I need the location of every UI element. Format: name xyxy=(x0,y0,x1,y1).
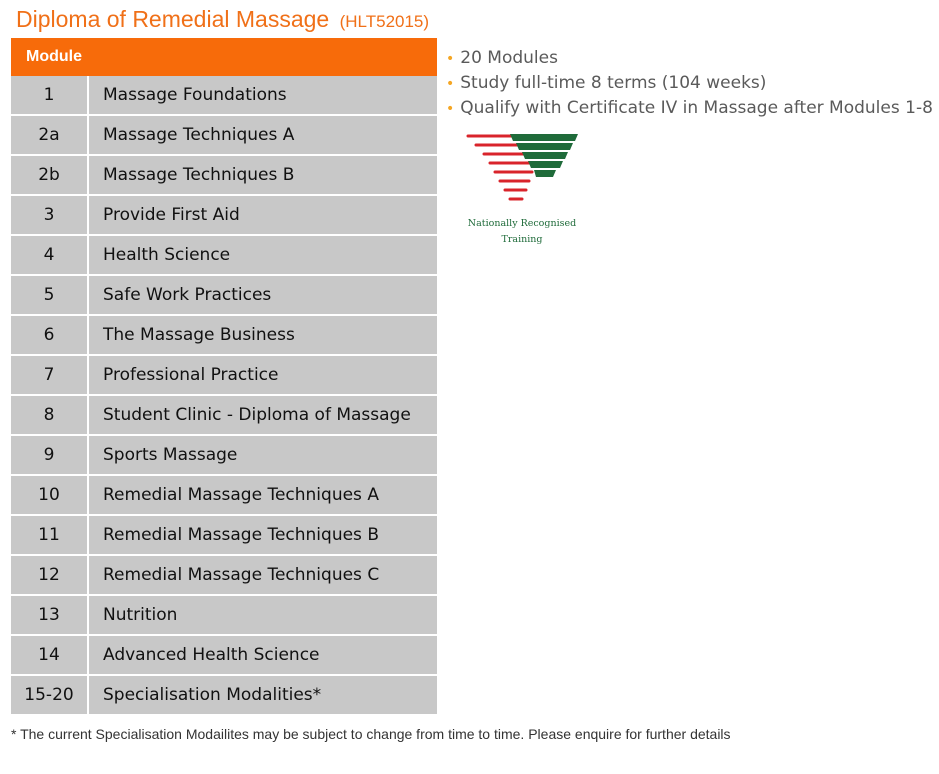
module-number: 2a xyxy=(11,115,89,156)
table-row: 6 The Massage Business xyxy=(11,315,437,356)
bullet-text: Qualify with Certificate IV in Massage a… xyxy=(460,98,933,118)
module-number: 8 xyxy=(11,395,89,436)
table-row: 5 Safe Work Practices xyxy=(11,275,437,316)
module-number: 13 xyxy=(11,595,89,636)
module-name: The Massage Business xyxy=(88,315,437,356)
module-number: 14 xyxy=(11,635,89,676)
table-row: 2a Massage Techniques A xyxy=(11,115,437,156)
module-number: 12 xyxy=(11,555,89,596)
module-number: 9 xyxy=(11,435,89,476)
module-name: Health Science xyxy=(88,235,437,276)
module-name: Professional Practice xyxy=(88,355,437,396)
module-number: 2b xyxy=(11,155,89,196)
bullet-item: • 20 Modules xyxy=(446,46,933,71)
module-number: 7 xyxy=(11,355,89,396)
nrt-logo-green-chevron-icon xyxy=(510,134,578,177)
module-name: Specialisation Modalities* xyxy=(88,675,437,716)
module-number: 6 xyxy=(11,315,89,356)
table-row: 9 Sports Massage xyxy=(11,435,437,476)
info-bullet-list: • 20 Modules • Study full-time 8 terms (10… xyxy=(446,46,933,121)
module-name: Provide First Aid xyxy=(88,195,437,236)
title-text: Diploma of Remedial Massage xyxy=(16,6,330,32)
module-name: Massage Foundations xyxy=(88,76,437,116)
bullet-text: 20 Modules xyxy=(460,48,558,68)
bullet-dot-icon: • xyxy=(446,76,455,92)
module-name: Remedial Massage Techniques B xyxy=(88,515,437,556)
table-row: 3 Provide First Aid xyxy=(11,195,437,236)
module-name: Remedial Massage Techniques C xyxy=(88,555,437,596)
module-column-header: Module xyxy=(11,38,437,76)
qualification-code: (HLT52015) xyxy=(339,12,430,31)
module-name: Nutrition xyxy=(88,595,437,636)
module-name: Remedial Massage Techniques A xyxy=(88,475,437,516)
module-number: 1 xyxy=(11,76,89,116)
table-row: 4 Health Science xyxy=(11,235,437,276)
module-name: Safe Work Practices xyxy=(88,275,437,316)
module-number: 11 xyxy=(11,515,89,556)
module-number: 15-20 xyxy=(11,675,89,716)
module-number: 4 xyxy=(11,235,89,276)
table-row: 2b Massage Techniques B xyxy=(11,155,437,196)
table-row: 14 Advanced Health Science xyxy=(11,635,437,676)
table-row: 7 Professional Practice xyxy=(11,355,437,396)
footnote: * The current Specialisation Modailites … xyxy=(11,726,731,742)
module-name: Massage Techniques A xyxy=(88,115,437,156)
bullet-item: • Study full-time 8 terms (104 weeks) xyxy=(446,71,933,96)
table-row: 8 Student Clinic - Diploma of Massage xyxy=(11,395,437,436)
module-name: Sports Massage xyxy=(88,435,437,476)
table-row: 13 Nutrition xyxy=(11,595,437,636)
table-row: 11 Remedial Massage Techniques B xyxy=(11,515,437,556)
nrt-logo-line1: Nationally Recognised xyxy=(468,218,576,229)
module-name: Student Clinic - Diploma of Massage xyxy=(88,395,437,436)
table-row: 1 Massage Foundations xyxy=(11,76,437,116)
module-name: Massage Techniques B xyxy=(88,155,437,196)
nrt-logo: Nationally Recognised Training xyxy=(466,134,578,245)
table-row: 12 Remedial Massage Techniques C xyxy=(11,555,437,596)
bullet-dot-icon: • xyxy=(446,101,455,117)
module-number: 3 xyxy=(11,195,89,236)
nrt-logo-line2: Training xyxy=(502,234,543,245)
page-title: Diploma of Remedial Massage (HLT52015) xyxy=(16,6,429,33)
module-number: 10 xyxy=(11,475,89,516)
table-row: 15-20 Specialisation Modalities* xyxy=(11,675,437,716)
module-name: Advanced Health Science xyxy=(88,635,437,676)
module-number: 5 xyxy=(11,275,89,316)
module-table: Module 1 Massage Foundations 2a Massage Tec… xyxy=(11,38,437,716)
bullet-dot-icon: • xyxy=(446,51,455,67)
bullet-item: • Qualify with Certificate IV in Massage … xyxy=(446,96,933,121)
table-header-row: Module xyxy=(11,38,437,76)
module-table-body: 1 Massage Foundations 2a Massage Techniques… xyxy=(11,76,437,716)
table-row: 10 Remedial Massage Techniques A xyxy=(11,475,437,516)
bullet-text: Study full-time 8 terms (104 weeks) xyxy=(460,73,767,93)
